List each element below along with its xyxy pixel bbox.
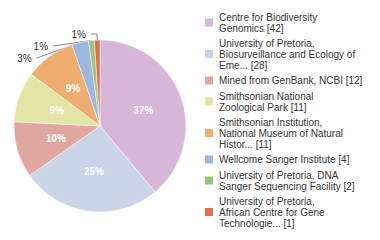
svg-text:25%: 25%: [84, 166, 104, 177]
svg-text:University of Pretoria,: University of Pretoria,: [219, 196, 315, 207]
svg-text:Technologie... [1]: Technologie... [1]: [219, 218, 295, 229]
svg-text:Mined from GenBank, NCBI [12]: Mined from GenBank, NCBI [12]: [219, 75, 363, 86]
svg-text:University of Pretoria,: University of Pretoria,: [219, 38, 315, 49]
svg-text:Genomics [42]: Genomics [42]: [219, 23, 284, 34]
svg-text:Wellcome Sanger Institute [4]: Wellcome Sanger Institute [4]: [219, 154, 350, 165]
svg-text:Smithsonian National: Smithsonian National: [219, 91, 314, 102]
svg-text:Biosurveillance and Ecology of: Biosurveillance and Ecology of: [219, 49, 355, 60]
svg-text:African Centre for Gene: African Centre for Gene: [219, 207, 325, 218]
svg-text:Zoological Park [11]: Zoological Park [11]: [219, 102, 307, 113]
svg-text:9%: 9%: [50, 105, 65, 116]
svg-text:Smithsonian Institution,: Smithsonian Institution,: [219, 117, 322, 128]
svg-text:Eme... [28]: Eme... [28]: [219, 60, 268, 71]
svg-text:Centre for Biodiversity: Centre for Biodiversity: [219, 12, 317, 23]
svg-text:Histor... [11]: Histor... [11]: [219, 139, 272, 150]
svg-text:1%: 1%: [34, 41, 49, 52]
svg-text:10%: 10%: [46, 133, 66, 144]
svg-text:Sanger Sequencing Facility [2]: Sanger Sequencing Facility [2]: [219, 181, 355, 192]
svg-text:University of Pretoria, DNA: University of Pretoria, DNA: [219, 170, 339, 181]
svg-text:1%: 1%: [72, 29, 87, 40]
svg-text:9%: 9%: [66, 83, 81, 94]
svg-text:3%: 3%: [17, 53, 32, 64]
svg-text:37%: 37%: [133, 105, 153, 116]
svg-text:National Museum of Natural: National Museum of Natural: [219, 128, 343, 139]
